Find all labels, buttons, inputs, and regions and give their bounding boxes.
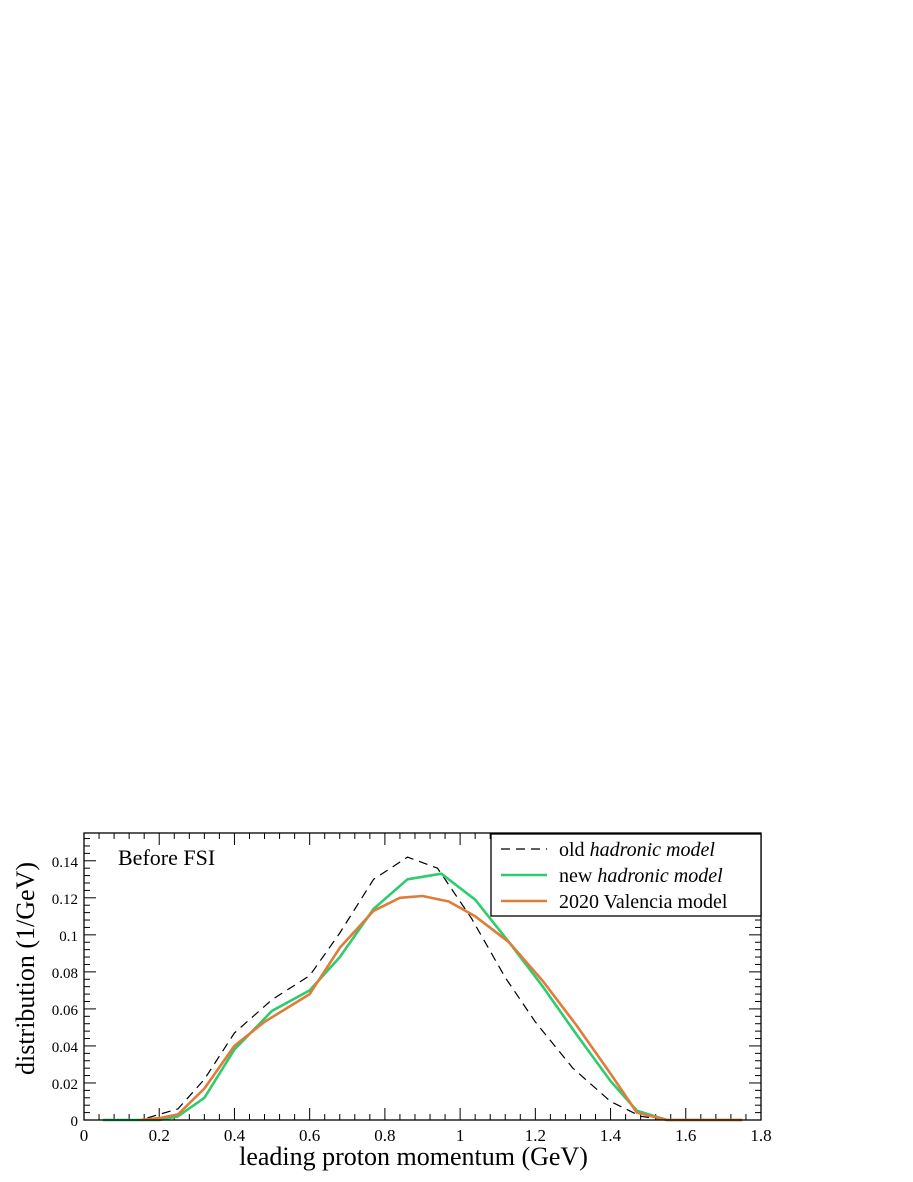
x-tick-label: 1.4: [600, 1126, 622, 1145]
x-tick-label: 1.8: [750, 1126, 771, 1145]
y-axis-label: distribution (1/GeV): [11, 862, 40, 1075]
x-tick-label: 0.4: [224, 1126, 246, 1145]
legend-label-text: new: [559, 865, 597, 887]
y-tick-label: 0.08: [52, 966, 78, 982]
legend-label-italic: hadronic model: [597, 865, 723, 887]
series-line-old: [102, 856, 743, 1121]
x-tick-label: 1.6: [675, 1126, 696, 1145]
y-tick-label: 0.06: [52, 1003, 79, 1019]
tick-labels: 0 0.2 0.4 0.6 0.8 1 1.2 1.4 1.6 1.8 0 0.02 0.04 0.06 0…: [52, 855, 772, 1145]
plot-frame: [83, 832, 762, 1121]
series-layer: [102, 856, 743, 1122]
y-tick-label: 0: [71, 1114, 79, 1130]
x-tick-label: 0.2: [149, 1126, 170, 1145]
x-tick-label: 1.2: [525, 1126, 546, 1145]
y-tick-label: 0.14: [52, 855, 79, 871]
x-tick-label: 0.6: [299, 1126, 320, 1145]
x-tick-label: 1: [456, 1126, 465, 1145]
legend-label-italic: hadronic model: [590, 839, 716, 861]
y-tick-label: 0.12: [52, 892, 78, 908]
legend-label-text: 2020 Valencia model: [559, 891, 728, 913]
y-tick-label: 0.04: [52, 1040, 79, 1056]
x-tick-label: 0: [80, 1126, 89, 1145]
series-line-valencia: [140, 894, 743, 1122]
legend-label-new: new hadronic model: [559, 865, 723, 887]
legend-label-valencia: 2020 Valencia model: [559, 891, 728, 913]
x-tick-label: 0.8: [374, 1126, 395, 1145]
legend-label-text: old: [559, 839, 590, 861]
x-axis-label: leading proton momentum (GeV): [239, 1142, 588, 1171]
legend-label-old: old hadronic model: [559, 839, 715, 861]
chart-annotation: Before FSI: [118, 845, 215, 870]
y-tick-label: 0.02: [52, 1077, 78, 1093]
y-tick-label: 0.1: [59, 929, 78, 945]
